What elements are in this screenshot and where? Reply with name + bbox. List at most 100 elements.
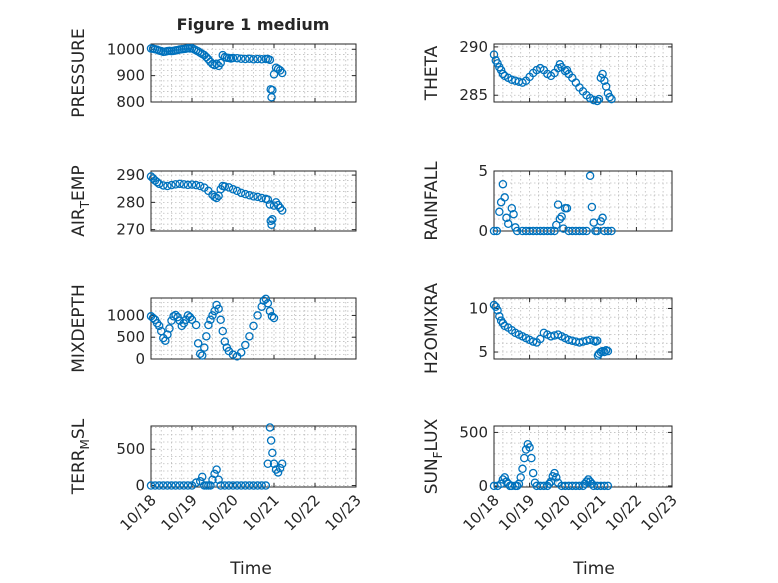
data-point xyxy=(575,481,584,491)
data-point xyxy=(263,195,273,204)
data-point xyxy=(236,348,246,357)
x-axis-label-right: Time xyxy=(572,559,615,579)
data-point xyxy=(175,481,184,490)
y-tick-label: 500 xyxy=(459,423,488,441)
data-point xyxy=(179,481,189,490)
data-point xyxy=(562,203,572,213)
data-point xyxy=(200,343,209,352)
x-axis-label-left: Time xyxy=(229,559,272,579)
data-point xyxy=(253,192,262,202)
data-point xyxy=(236,481,246,490)
axes-box xyxy=(150,425,357,488)
data-point xyxy=(167,316,176,325)
data-point xyxy=(253,54,262,64)
grid-lines xyxy=(151,43,356,103)
data-point xyxy=(489,50,499,59)
y-axis-label: SUNFLUX xyxy=(422,418,445,494)
data-point xyxy=(191,320,201,330)
data-point xyxy=(195,181,205,191)
data-point xyxy=(277,459,287,469)
data-point xyxy=(257,193,266,203)
data-point xyxy=(265,306,275,316)
y-axis-label: AIRTEMP xyxy=(69,165,92,236)
data-point xyxy=(245,191,254,200)
data-point xyxy=(216,481,225,490)
y-tick-label: 290 xyxy=(116,166,145,184)
data-point xyxy=(273,468,283,477)
data-point xyxy=(589,95,598,105)
data-point xyxy=(552,473,561,482)
y-tick-label: 10 xyxy=(469,299,488,317)
data-point xyxy=(150,481,160,490)
y-tick-label: 280 xyxy=(116,193,145,211)
data-point xyxy=(512,481,522,491)
data-point xyxy=(603,481,613,491)
series-markers xyxy=(489,50,616,106)
data-point xyxy=(265,423,275,432)
data-point xyxy=(204,55,213,64)
data-point xyxy=(578,226,588,236)
y-tick-label: 285 xyxy=(459,86,488,104)
y-tick-label: 0 xyxy=(135,477,145,495)
axes-box xyxy=(150,297,357,360)
data-point xyxy=(171,481,180,490)
data-point xyxy=(512,226,522,236)
data-point xyxy=(553,200,563,209)
data-point xyxy=(269,313,279,323)
data-point xyxy=(154,481,164,490)
data-point xyxy=(175,179,184,189)
y-tick-label: 270 xyxy=(116,221,145,239)
data-point xyxy=(208,311,217,320)
y-tick-label: 1000 xyxy=(107,40,145,58)
data-point xyxy=(148,313,158,323)
data-point xyxy=(257,481,266,490)
y-tick-label: 0 xyxy=(135,350,145,368)
data-point xyxy=(516,473,525,482)
y-tick-label: 5 xyxy=(478,162,488,180)
data-point xyxy=(266,216,275,226)
data-point xyxy=(220,182,230,191)
data-point xyxy=(555,214,565,224)
data-point xyxy=(249,55,258,64)
data-point xyxy=(163,481,172,490)
subplot-6: 5 10 H2OMIXRA xyxy=(422,283,673,374)
data-point xyxy=(546,226,556,236)
data-point xyxy=(204,320,213,330)
series-markers xyxy=(146,172,287,229)
data-point xyxy=(582,477,591,486)
data-point xyxy=(165,324,174,333)
data-point xyxy=(257,55,266,64)
y-axis-label: THETA xyxy=(422,45,442,101)
y-tick-label: 5 xyxy=(478,343,488,361)
data-point xyxy=(154,321,164,331)
data-point xyxy=(253,311,262,320)
data-point xyxy=(232,53,242,63)
data-point xyxy=(495,312,504,321)
series-markers xyxy=(489,171,616,236)
data-point xyxy=(528,468,538,478)
subplot-5: 0 500 1000 MIXDEPTH xyxy=(69,284,357,373)
data-point xyxy=(183,180,193,190)
data-point xyxy=(509,209,518,219)
data-point xyxy=(232,481,242,490)
data-point xyxy=(587,202,597,212)
data-point xyxy=(550,226,559,236)
axes-box xyxy=(150,43,357,103)
data-point xyxy=(206,315,215,325)
data-point xyxy=(585,171,595,181)
data-point xyxy=(550,468,559,478)
data-point xyxy=(245,332,254,341)
subplot-4: 0 5 RAINFALL xyxy=(422,161,673,241)
data-point xyxy=(228,350,238,359)
y-tick-label: 500 xyxy=(116,440,145,458)
data-point xyxy=(228,185,238,194)
data-point xyxy=(236,54,246,64)
data-point xyxy=(267,220,276,229)
data-point xyxy=(249,321,258,331)
data-point xyxy=(275,463,285,473)
data-point xyxy=(185,312,195,322)
data-point xyxy=(603,346,613,356)
subplot-3: 270 280 290 AIRTEMP xyxy=(69,165,357,239)
